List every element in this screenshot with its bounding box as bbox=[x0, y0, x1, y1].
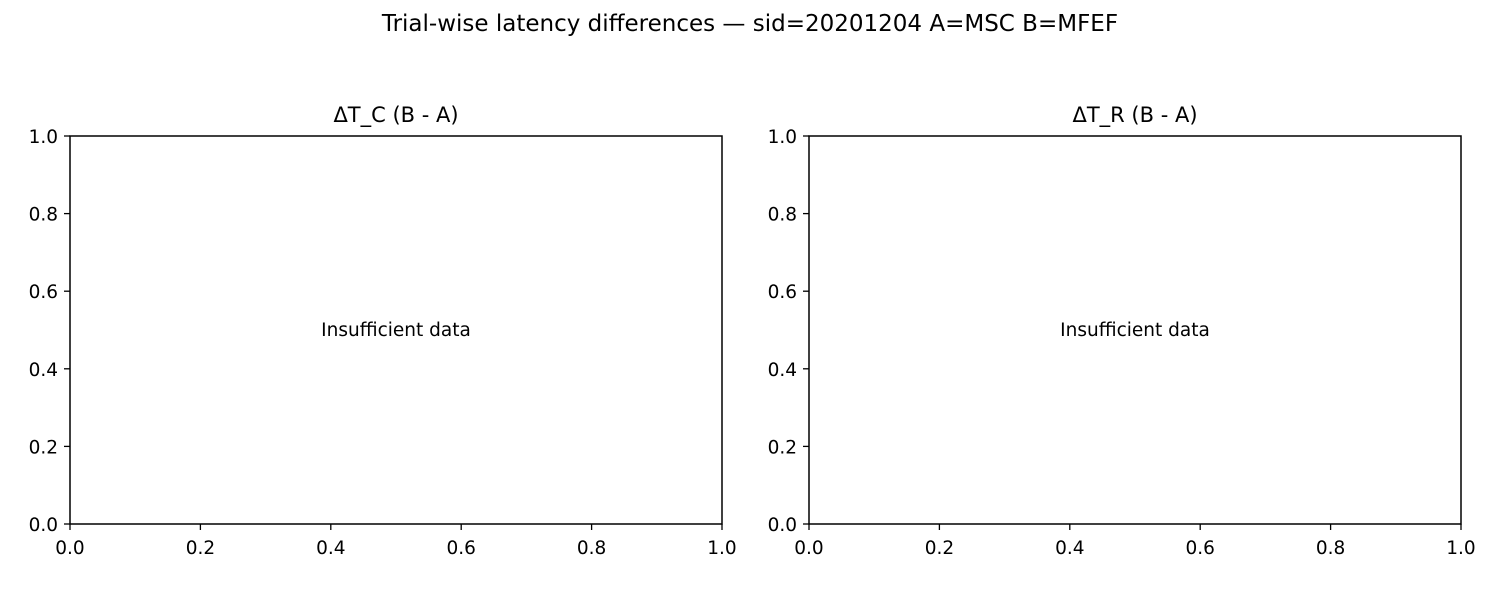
x-tick-label: 1.0 bbox=[1446, 538, 1475, 559]
y-tick-label: 0.6 bbox=[768, 282, 797, 303]
insufficient-data-note: Insufficient data bbox=[321, 320, 471, 341]
figure-suptitle: Trial-wise latency differences — sid=202… bbox=[381, 11, 1118, 37]
y-tick-label: 0.4 bbox=[29, 360, 58, 381]
plot-area bbox=[808, 135, 1462, 525]
x-tick-label: 0.0 bbox=[55, 538, 84, 559]
x-tick-label: 0.4 bbox=[1055, 538, 1084, 559]
axis-ticks: 0.0 0.2 0.4 0.6 0.8 1.0 0.0 0.2 0.4 0.6 0.8 1.0 bbox=[29, 127, 737, 559]
insufficient-data-note: Insufficient data bbox=[1060, 320, 1210, 341]
y-tick-label: 0.8 bbox=[768, 205, 797, 226]
panel-delta-tc: ΔT_C (B - A) Insufficient data 0.0 0.2 0.4… bbox=[29, 103, 737, 559]
plot-area bbox=[69, 135, 723, 525]
x-tick-label: 0.2 bbox=[186, 538, 215, 559]
y-tick-label: 1.0 bbox=[768, 127, 797, 148]
panel-delta-tr: ΔT_R (B - A) Insufficient data 0.0 0.2 0.4… bbox=[768, 103, 1476, 559]
y-tick-label: 0.2 bbox=[768, 437, 797, 458]
axis-ticks: 0.0 0.2 0.4 0.6 0.8 1.0 0.0 0.2 0.4 0.6 0.8 1.0 bbox=[768, 127, 1476, 559]
x-tick-label: 0.6 bbox=[446, 538, 475, 559]
y-tick-label: 0.4 bbox=[768, 360, 797, 381]
panel-title: ΔT_R (B - A) bbox=[1072, 103, 1197, 128]
panel-title: ΔT_C (B - A) bbox=[333, 103, 458, 128]
x-tick-label: 0.4 bbox=[316, 538, 345, 559]
y-tick-label: 0.2 bbox=[29, 437, 58, 458]
y-tick-label: 0.8 bbox=[29, 205, 58, 226]
x-tick-label: 0.8 bbox=[1316, 538, 1345, 559]
x-tick-label: 0.2 bbox=[925, 538, 954, 559]
x-tick-label: 1.0 bbox=[707, 538, 736, 559]
y-tick-label: 0.0 bbox=[768, 515, 797, 536]
y-tick-label: 0.6 bbox=[29, 282, 58, 303]
y-tick-label: 1.0 bbox=[29, 127, 58, 148]
x-tick-label: 0.0 bbox=[794, 538, 823, 559]
x-tick-label: 0.6 bbox=[1185, 538, 1214, 559]
x-tick-label: 0.8 bbox=[577, 538, 606, 559]
y-tick-label: 0.0 bbox=[29, 515, 58, 536]
